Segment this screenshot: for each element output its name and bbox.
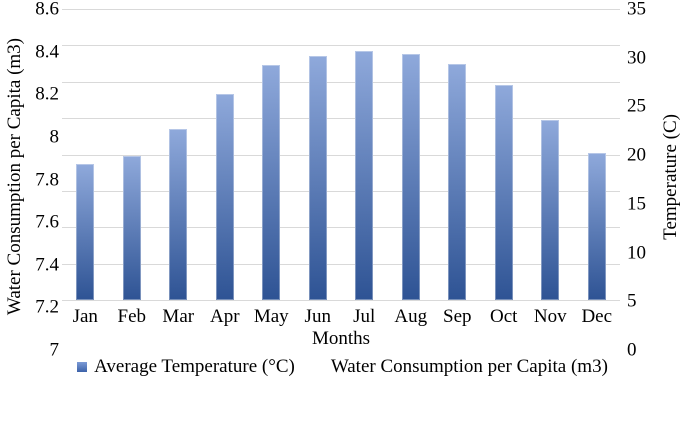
- left-axis-ticks: 8.6 8.4 8.2 8 7.8 7.6 7.4 7.2 7: [29, 0, 62, 360]
- x-axis-tick-oct: Oct: [490, 306, 518, 327]
- bar-aug: [401, 54, 420, 300]
- bar-jan: [76, 163, 95, 300]
- x-axis-tick-dec: Dec: [581, 306, 613, 327]
- chart-area: Water Consumption per Capita (m3) 8.6 8.4…: [0, 0, 685, 360]
- left-axis-tick-7.6: 7.6: [35, 211, 59, 233]
- gridline: [62, 81, 620, 83]
- bar-jul: [355, 50, 374, 300]
- left-axis-title-column: Water Consumption per Capita (m3): [0, 3, 29, 350]
- gridline: [62, 118, 620, 120]
- x-axis-tick-aug: Aug: [394, 306, 428, 327]
- right-axis-title: Temperature (C): [660, 113, 681, 240]
- x-axis-tick-may: May: [253, 306, 289, 327]
- x-axis-tick-jul: Jul: [353, 306, 376, 327]
- right-axis-tick-30: 30: [627, 47, 646, 69]
- x-axis-ticks: Jan Feb Mar Apr May Jun Jul Aug Sep Oct Nov Dec: [62, 306, 620, 328]
- bar-nov: [541, 119, 560, 300]
- gridline: [62, 190, 620, 192]
- bar-apr: [215, 94, 234, 300]
- right-axis-ticks: 35 30 25 20 15 10 5 0: [620, 0, 656, 360]
- legend-label-water-consumption: Water Consumption per Capita (m3): [330, 356, 608, 377]
- bar-dec: [587, 152, 606, 300]
- bar-sep: [448, 63, 467, 300]
- gridline: [62, 9, 620, 10]
- left-axis-tick-7.4: 7.4: [35, 254, 59, 276]
- left-axis-tick-7: 7: [49, 339, 60, 361]
- x-axis-tick-apr: Apr: [209, 306, 240, 327]
- right-axis-tick-25: 25: [627, 95, 646, 117]
- left-axis-tick-8: 8: [49, 126, 60, 148]
- left-axis-tick-8.2: 8.2: [35, 83, 59, 105]
- gridline: [62, 300, 620, 301]
- right-axis-tick-5: 5: [627, 290, 637, 312]
- right-axis-tick-20: 20: [627, 144, 646, 166]
- bar-feb: [122, 156, 141, 300]
- legend-label-average-temperature: Average Temperature (°C): [94, 356, 295, 377]
- left-axis-tick-8.6: 8.6: [35, 0, 59, 20]
- x-axis-tick-sep: Sep: [443, 306, 472, 327]
- legend-item-water-consumption: Water Consumption per Capita (m3): [331, 356, 608, 378]
- gridline: [62, 154, 620, 156]
- x-axis-tick-nov: Nov: [533, 306, 567, 327]
- x-axis-tick-jun: Jun: [304, 306, 331, 327]
- bar-oct: [494, 85, 513, 300]
- gridline: [62, 263, 620, 265]
- right-axis-tick-15: 15: [627, 193, 646, 215]
- plot-column: Jan Feb Mar Apr May Jun Jul Aug Sep Oct Nov Dec Mon…: [62, 3, 620, 350]
- x-axis-tick-mar: Mar: [162, 306, 195, 327]
- gridline: [62, 45, 620, 47]
- x-axis-tick-feb: Feb: [117, 306, 147, 327]
- x-axis-title: Months: [311, 328, 371, 349]
- bar-jun: [308, 56, 327, 300]
- plot-area: [62, 9, 620, 301]
- gridline: [62, 227, 620, 229]
- x-axis-tick-jan: Jan: [72, 306, 98, 327]
- bar-mar: [169, 129, 188, 300]
- blue-square-legend-marker-icon: [77, 362, 88, 372]
- left-axis-title: Water Consumption per Capita (m3): [4, 37, 25, 316]
- legend: Average Temperature (°C) Water Consumpti…: [0, 356, 685, 378]
- left-axis-tick-8.4: 8.4: [35, 41, 59, 63]
- right-axis-tick-0: 0: [627, 339, 637, 361]
- right-axis-title-column: Temperature (C): [656, 3, 685, 350]
- left-axis-tick-7.2: 7.2: [35, 296, 59, 318]
- bar-may: [262, 65, 281, 300]
- legend-item-average-temperature: Average Temperature (°C): [77, 356, 295, 378]
- left-axis-tick-7.8: 7.8: [35, 169, 59, 190]
- right-axis-tick-10: 10: [627, 242, 646, 264]
- right-axis-tick-35: 35: [627, 0, 646, 20]
